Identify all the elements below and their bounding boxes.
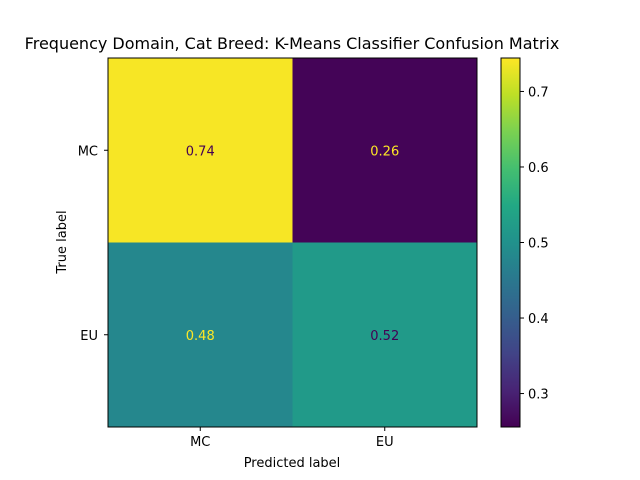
- colorbar-tick-label: 0.6: [528, 161, 549, 176]
- cell-value-label: 0.52: [370, 329, 399, 344]
- x-axis-ticks: MC EU: [190, 427, 394, 450]
- y-tick-label: MC: [78, 144, 98, 159]
- heatmap-cells: 0.74 0.26 0.48 0.52: [108, 58, 478, 428]
- heatmap-cell: [292, 58, 478, 243]
- chart-title: Frequency Domain, Cat Breed: K-Means Cla…: [25, 34, 560, 53]
- colorbar-tick-label: 0.4: [528, 312, 549, 327]
- x-tick-label: MC: [190, 435, 210, 450]
- plot-frame: [107, 57, 478, 428]
- colorbar: [500, 57, 521, 428]
- colorbar-tick-label: 0.7: [528, 85, 549, 100]
- cell-value-label: 0.74: [186, 144, 215, 159]
- y-tick-label: EU: [80, 329, 98, 344]
- heatmap-cell: [292, 242, 478, 428]
- x-tick-label: EU: [376, 435, 394, 450]
- heatmap-cell: [108, 58, 293, 243]
- cell-value-label: 0.48: [186, 329, 215, 344]
- y-axis-ticks: MC EU: [78, 144, 108, 344]
- y-axis-label: True label: [55, 210, 70, 274]
- colorbar-tick-label: 0.5: [528, 237, 549, 252]
- colorbar-tick-label: 0.3: [528, 388, 549, 403]
- colorbar-ticks: 0.3 0.4 0.5 0.6 0.7: [520, 85, 549, 403]
- x-axis-label: Predicted label: [244, 456, 341, 471]
- heatmap-cell: [108, 242, 293, 428]
- cell-value-label: 0.26: [370, 144, 399, 159]
